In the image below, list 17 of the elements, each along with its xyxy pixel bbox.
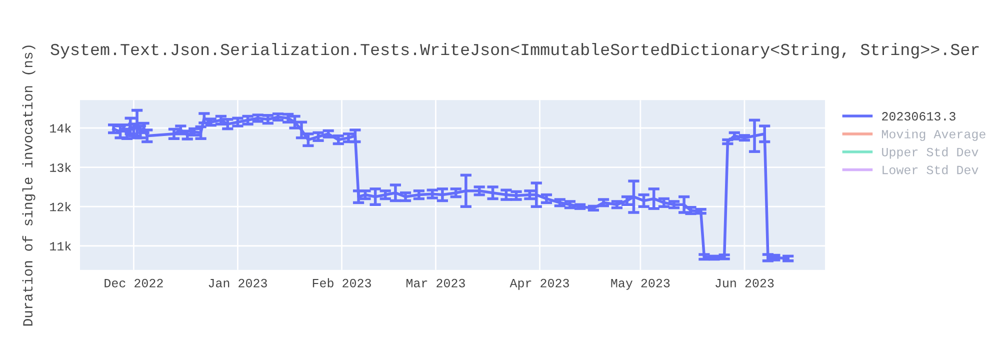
x-tick-label: Jun 2023 bbox=[716, 278, 774, 288]
y-tick-label: 13k bbox=[50, 162, 72, 172]
x-tick-label: Dec 2022 bbox=[104, 278, 163, 288]
y-axis-title: Duration of single invocation (ns) bbox=[22, 46, 36, 326]
x-tick-label: May 2023 bbox=[611, 278, 670, 290]
x-tick-label: Apr 2023 bbox=[510, 278, 569, 290]
legend-label: 20230613.3 bbox=[882, 112, 956, 121]
x-tick-label: Feb 2023 bbox=[312, 278, 371, 288]
y-tick-label: 14k bbox=[50, 123, 72, 133]
legend-label: Moving Average bbox=[882, 129, 986, 141]
chart-title: System.Text.Json.Serialization.Tests.WriteJson<ImmutableSortedDictionary<String, String>>.Ser bbox=[50, 42, 979, 59]
y-tick-label: 11k bbox=[50, 241, 72, 250]
x-tick-label: Jan 2023 bbox=[208, 278, 267, 288]
legend-label: Lower Std Dev bbox=[882, 165, 978, 174]
y-tick-label: 12k bbox=[50, 202, 72, 212]
x-tick-label: Mar 2023 bbox=[406, 278, 465, 288]
legend-label: Upper Std Dev bbox=[882, 147, 978, 159]
